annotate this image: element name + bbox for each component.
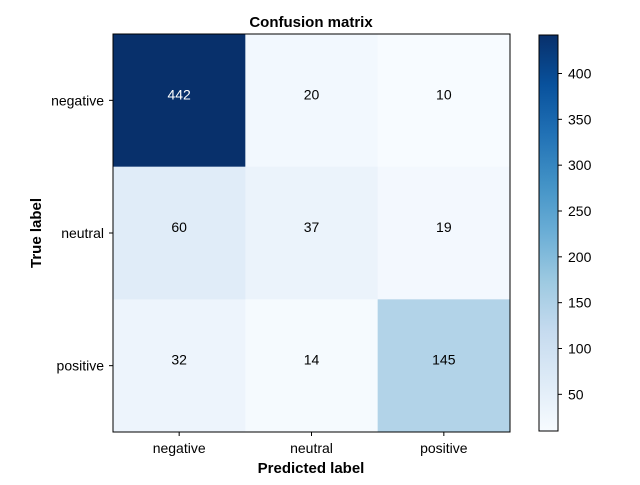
colorbar-tick-label: 100	[568, 341, 592, 357]
y-tick-label: negative	[51, 92, 104, 108]
heatmap-cell	[113, 166, 246, 300]
y-axis-label: True label	[28, 198, 45, 268]
cell-value-label: 37	[304, 219, 320, 235]
colorbar-tick-label: 50	[568, 386, 584, 402]
colorbar-tick-label: 300	[568, 157, 592, 173]
heatmap-cell	[377, 166, 511, 300]
x-axis-ticks: negative neutral positive	[153, 432, 468, 456]
heatmap-cell	[377, 34, 511, 168]
heatmap-cell	[245, 166, 379, 300]
cell-value-label: 14	[304, 352, 320, 368]
x-axis-label: Predicted label	[258, 460, 365, 477]
cell-value-label: 145	[432, 352, 456, 368]
x-tick-label: negative	[153, 440, 206, 456]
colorbar	[538, 34, 559, 432]
heatmap-cells	[113, 34, 511, 433]
cell-value-label: 60	[171, 219, 187, 235]
y-tick-label: neutral	[61, 225, 104, 241]
colorbar-tick-label: 150	[568, 295, 592, 311]
x-tick-label: positive	[420, 440, 468, 456]
cell-value-label: 10	[436, 86, 452, 102]
cell-value-label: 442	[167, 86, 191, 102]
y-axis-ticks: negative neutral positive	[51, 92, 113, 374]
colorbar-tick-label: 350	[568, 111, 592, 127]
colorbar-ticks: 50 100 150 200 250 300 350 400	[558, 66, 592, 402]
heatmap-cell	[113, 299, 246, 433]
x-tick-label: neutral	[290, 440, 333, 456]
y-tick-label: positive	[57, 358, 105, 374]
colorbar-tick-label: 200	[568, 249, 592, 265]
heatmap-cell	[245, 34, 379, 168]
heatmap-cell	[377, 299, 511, 433]
colorbar-tick-label: 400	[568, 66, 592, 82]
heatmap-cell-labels: 442 20 10 60 37 19 32 14 145	[167, 86, 455, 367]
chart-title: Confusion matrix	[249, 14, 373, 31]
colorbar-tick-label: 250	[568, 203, 592, 219]
heatmap-cell	[113, 34, 246, 168]
cell-value-label: 19	[436, 219, 452, 235]
cell-value-label: 32	[171, 352, 187, 368]
heatmap-cell	[245, 299, 379, 433]
cell-value-label: 20	[304, 86, 320, 102]
